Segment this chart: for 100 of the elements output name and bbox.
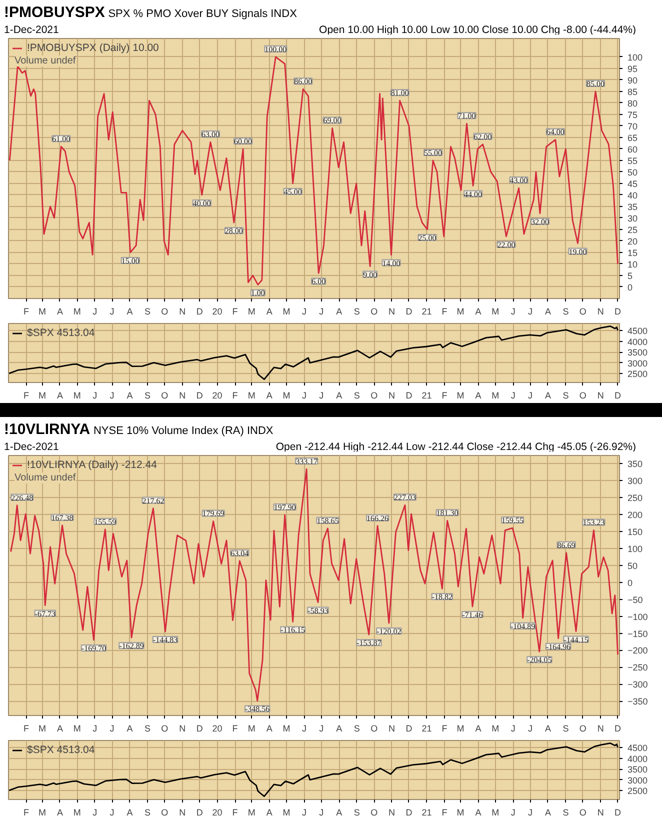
x-tick-label: O xyxy=(579,390,586,400)
y-tick-label: 25 xyxy=(628,224,638,235)
x-tick-label: O xyxy=(370,390,378,400)
y-tick-label: 3500 xyxy=(628,764,648,775)
x-tick-label: N xyxy=(179,306,186,316)
x-tick-label: S xyxy=(354,306,360,316)
x-tick-label: S xyxy=(144,390,151,400)
y-tick-label: 30 xyxy=(628,213,638,224)
y-tick-label: 95 xyxy=(628,64,638,74)
x-tick-label: N xyxy=(388,724,396,734)
annotation: 64.00 xyxy=(546,128,564,137)
annotation: -348.56 xyxy=(245,704,270,714)
x-tick-label: A xyxy=(126,808,133,818)
y-tick-label: 350 xyxy=(628,458,643,469)
x-tick-label: M xyxy=(73,306,81,316)
x-tick-label: M xyxy=(456,306,464,316)
y-tick-label: 80 xyxy=(628,98,638,108)
x-tick-label: M xyxy=(73,808,81,818)
annotation: Volume undef xyxy=(14,56,76,66)
x-tick-label: J xyxy=(110,724,114,734)
x-tick-label: D xyxy=(614,724,622,734)
x-tick-label: O xyxy=(579,724,586,734)
x-tick-label: F xyxy=(23,808,30,818)
y-tick-label: 4000 xyxy=(628,754,648,764)
x-tick-label: F xyxy=(232,390,238,400)
annotation: 166.26 xyxy=(366,514,389,523)
x-tick-label: 20 xyxy=(212,808,222,818)
annotation: 9.00 xyxy=(363,270,378,280)
y-tick-label: 4500 xyxy=(628,326,648,336)
y-tick-label: 10 xyxy=(628,259,638,270)
annotation: 226.48 xyxy=(11,493,34,502)
x-tick-label: S xyxy=(354,724,360,734)
x-tick-label: J xyxy=(302,808,307,818)
annotation: -116.15 xyxy=(280,626,306,635)
x-tick-label: O xyxy=(370,808,378,818)
x-tick-label: M xyxy=(73,724,81,734)
y-tick-label: 15 xyxy=(628,248,638,258)
x-tick-label: D xyxy=(196,808,204,818)
annotation: 44.00 xyxy=(464,190,482,199)
x-tick-label: S xyxy=(144,808,151,818)
x-tick-label: J xyxy=(528,306,533,316)
text: Open -212.44 High -212.44 Low -212.44 Close -212.44 Chg -45.05 (-26.92%) xyxy=(276,440,636,456)
annotation: 71.00 xyxy=(458,112,476,121)
x-tick-label: A xyxy=(266,306,272,316)
x-tick-label: S xyxy=(354,390,360,400)
x-tick-label: A xyxy=(475,808,482,818)
annotation: 158.65 xyxy=(316,516,339,526)
x-tick-label: F xyxy=(23,724,30,734)
annotation: Volume undef xyxy=(14,472,76,484)
x-tick-label: J xyxy=(302,306,307,316)
y-tick-label: −350 xyxy=(628,696,648,707)
x-tick-label: J xyxy=(510,724,516,734)
y-tick-label: −300 xyxy=(628,680,648,690)
x-tick-label: S xyxy=(144,306,151,316)
annotation: 25.00 xyxy=(418,233,436,242)
y-tick-label: −250 xyxy=(628,662,648,673)
y-tick-label: 0 xyxy=(628,282,633,292)
annotation: -120.02 xyxy=(376,627,402,636)
annotation: 28.00 xyxy=(224,226,243,236)
x-tick-label: D xyxy=(406,390,413,400)
x-tick-label: A xyxy=(56,808,64,818)
x-tick-label: A xyxy=(56,390,64,400)
y-tick-label: 5 xyxy=(628,270,633,281)
x-tick-label: F xyxy=(442,306,448,316)
x-tick-label: F xyxy=(442,808,448,818)
x-tick-label: J xyxy=(110,306,114,316)
x-tick-label: M xyxy=(282,390,290,400)
x-tick-label: A xyxy=(544,306,551,316)
x-tick-label: 21 xyxy=(422,808,432,818)
x-tick-label: D xyxy=(406,306,413,316)
x-tick-label: F xyxy=(442,724,448,734)
x-tick-label: A xyxy=(56,724,64,734)
text: 1-Dec-2021 xyxy=(4,440,59,456)
x-tick-label: S xyxy=(562,306,569,316)
legend-label: $SPX 4513.04 xyxy=(27,744,95,756)
x-tick-label: A xyxy=(126,724,133,734)
y-tick-label: 300 xyxy=(628,476,643,486)
annotation: 32.00 xyxy=(530,217,549,226)
annotation: 6.00 xyxy=(312,277,326,286)
x-tick-label: J xyxy=(302,390,307,400)
x-tick-label: M xyxy=(38,390,46,400)
x-tick-label: D xyxy=(406,724,413,734)
x-tick-label: D xyxy=(614,390,622,400)
x-tick-label: 20 xyxy=(212,306,222,316)
y-tick-label: 40 xyxy=(628,190,638,200)
annotation: 45.00 xyxy=(284,187,302,196)
x-tick-label: A xyxy=(266,724,272,734)
x-tick-label: N xyxy=(597,306,604,316)
x-tick-label: M xyxy=(456,724,464,734)
x-tick-label: 21 xyxy=(422,390,432,400)
annotation: 40.00 xyxy=(192,198,211,208)
x-tick-label: D xyxy=(196,390,204,400)
x-tick-label: D xyxy=(614,808,622,818)
x-tick-label: F xyxy=(23,306,30,316)
x-tick-label: J xyxy=(110,808,114,818)
y-tick-label: 250 xyxy=(628,492,643,503)
y-tick-label: 150 xyxy=(628,526,643,537)
x-tick-label: O xyxy=(161,306,168,316)
y-tick-label: 4000 xyxy=(628,336,648,347)
y-tick-label: 2500 xyxy=(628,786,648,796)
